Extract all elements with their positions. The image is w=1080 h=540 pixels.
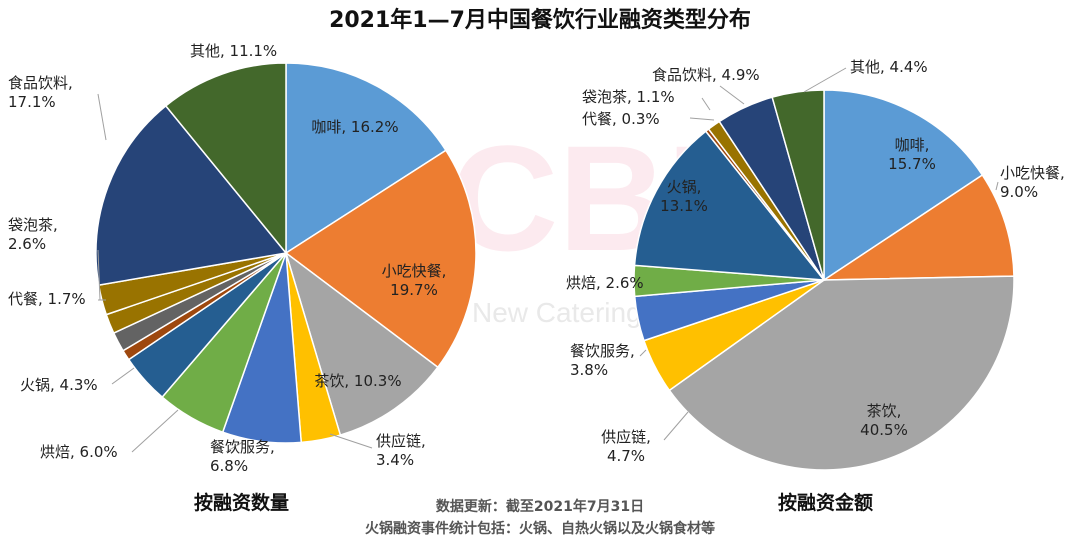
pie-chart-count [95,62,477,444]
pie-slice-amount-1 [821,173,1015,281]
data-label: 火锅, 4.3% [20,376,98,394]
pie-slice-count-11 [95,104,288,286]
leader-line [995,181,999,191]
pie-slice-count-2 [284,251,439,436]
data-label: 其他, 4.4% [850,58,928,76]
data-label: 代餐, 1.7% [8,290,86,308]
leader-line [719,85,745,105]
pie-slice-count-12 [164,62,287,256]
pie-slice-amount-6 [633,130,826,281]
data-label: 餐饮服务, 3.8% [570,342,635,379]
data-label: 火锅, 13.1% [660,178,708,215]
leader-line [639,349,647,357]
pie-labels-amount: 咖啡, 15.7% 小吃快餐, 9.0% 茶饮, 40.5% 供应链, 4.7% 餐饮服务, 3.… [566,58,1065,465]
left-chart-title: 按融资数量 [194,492,290,514]
data-label: 代餐, 0.3% [582,110,660,128]
footnote-date: 数据更新：截至2021年7月31日 [435,499,645,515]
pie-slice-amount-10 [771,89,825,281]
data-label: 食品饮料, 17.1% [8,74,73,111]
data-label: 食品饮料, 4.9% [652,66,760,84]
right-chart-title: 按融资金额 [778,492,874,514]
leader-line [97,249,101,301]
leader-line [131,409,179,453]
data-label: 小吃快餐, 19.7% [382,262,447,299]
leader-line [111,367,135,385]
pie-chart-amount [633,89,1015,471]
data-label: 烘焙, 2.6% [566,274,644,292]
pie-slice-amount-2 [668,275,1015,471]
data-label: 供应链, 3.4% [376,432,426,469]
data-label: 茶饮, 40.5% [860,402,908,439]
data-label: 其他, 11.1% [190,42,277,60]
data-label: 餐饮服务, 6.8% [210,438,275,475]
data-label: 咖啡, 15.7% [888,136,936,173]
footnote-scope: 火锅融资事件统计包括：火锅、自热火锅以及火锅食材等 [365,521,715,537]
pie-labels-count: 咖啡, 16.2% 小吃快餐, 19.7% 茶饮, 10.3% 供应链, 3.4% 餐饮服务… [8,42,446,475]
data-label: 咖啡, 16.2% [311,118,398,136]
leader-line [97,93,107,141]
leader-line [225,439,247,453]
pie-slice-amount-0 [823,89,984,282]
leader-line [689,117,715,121]
watermark-text: New Catering [472,297,642,328]
data-label: 茶饮, 10.3% [314,372,401,390]
leader-line [663,411,689,441]
leader-line [701,97,711,111]
pie-slice-count-1 [284,149,477,369]
data-label: 袋泡茶, 1.1% [582,88,675,106]
leader-line [329,433,373,449]
data-label: 袋泡茶, 2.6% [8,216,58,253]
pie-slice-count-0 [285,62,447,255]
data-label: 供应链, 4.7% [601,428,651,465]
data-label: 小吃快餐, 9.0% [1000,164,1065,201]
chart-title: 2021年1—7月中国餐饮行业融资类型分布 [329,8,751,33]
leader-line [803,67,847,93]
data-label: 烘焙, 6.0% [40,443,118,461]
